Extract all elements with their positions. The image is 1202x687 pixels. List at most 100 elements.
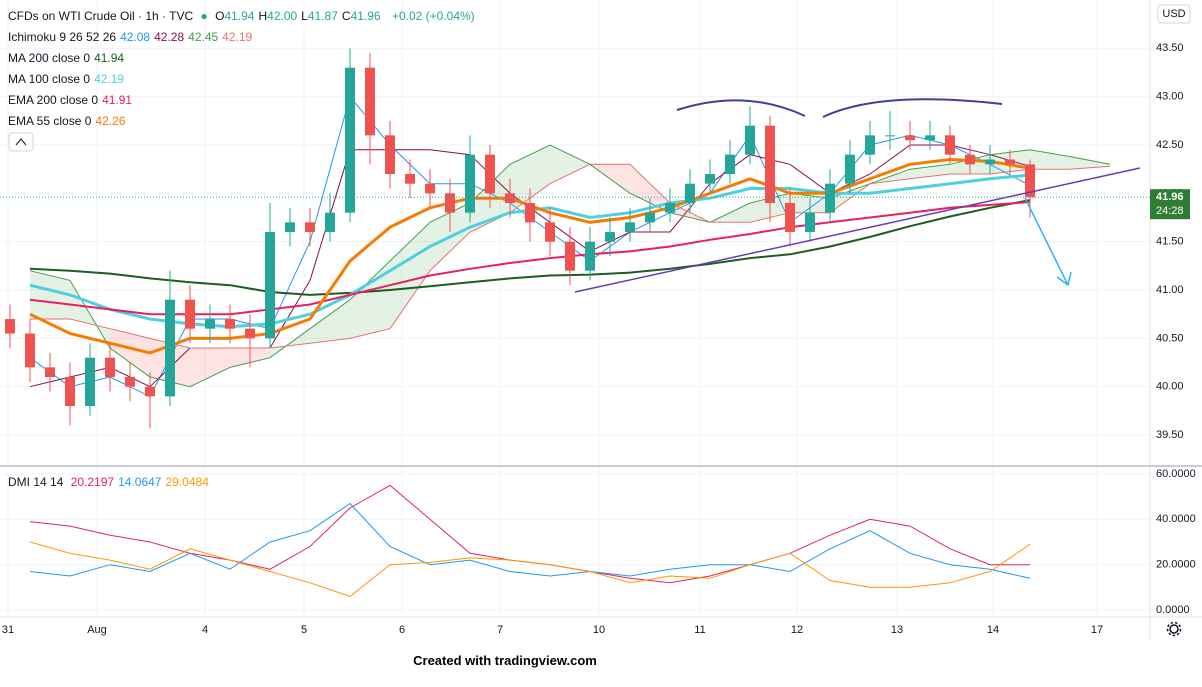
dmi-legend: DMI 14 14 20.2197 14.0647 29.0484 (8, 475, 213, 489)
candle-body (65, 377, 75, 407)
dmi-value: 29.0484 (165, 475, 209, 489)
candle-body (185, 299, 195, 329)
candle-body (1025, 164, 1035, 198)
y-tick-label: 43.00 (1156, 91, 1184, 103)
indicator-legend-row: EMA 200 close 0 41.91 (8, 93, 136, 107)
indicator-name: EMA 200 close 0 (8, 93, 99, 107)
x-tick-label: Aug (87, 624, 107, 636)
candle-body (765, 125, 775, 204)
quote: O41.94 H42.00 L41.87 C41.96 (215, 9, 385, 23)
candle-body (865, 135, 875, 155)
indicator-line (30, 163, 1111, 349)
x-tick-label: 13 (891, 624, 903, 636)
indicator-value: 42.19 (94, 72, 125, 86)
cloud-segment (1070, 156, 1110, 170)
indicator-line (29, 144, 1111, 388)
cloud-segment (510, 145, 550, 213)
candle-body (145, 386, 155, 397)
candle-body (645, 212, 655, 223)
drawings (574, 98, 1141, 293)
y-tick-label: 41.00 (1156, 284, 1184, 296)
settings-icon[interactable] (1166, 621, 1182, 637)
main-legend: CFDs on WTI Crude Oil · 1h · TVC ● O41.9… (8, 9, 479, 23)
indicator-value: 42.45 (188, 30, 219, 44)
candle-body (605, 232, 615, 242)
trend-line (574, 167, 1141, 293)
gear-inner (1169, 624, 1179, 634)
indicator-line (29, 199, 1031, 296)
quote-key: L (301, 9, 308, 23)
x-tick-label: 11 (694, 624, 705, 636)
candle-body (125, 377, 135, 387)
x-tick-label: 10 (593, 624, 605, 636)
dmi-value: 20.2197 (70, 475, 115, 489)
candle-body (485, 154, 495, 194)
indicator-value: 42.28 (154, 30, 185, 44)
y-tick-label: 42.50 (1156, 139, 1184, 151)
candle-body (585, 241, 595, 271)
currency-box[interactable] (1157, 4, 1191, 24)
x-tick-label: 17 (1091, 624, 1103, 636)
y-tick-label: 39.50 (1156, 429, 1184, 441)
candle-body (45, 367, 55, 378)
indicator-value: 42.26 (95, 114, 126, 128)
countdown-label: 24:28 (1156, 205, 1184, 217)
y-tick-label: 40.00 (1156, 381, 1184, 393)
candle-body (945, 135, 955, 155)
indicator-name: MA 200 close 0 (8, 51, 91, 65)
x-tick-label: 4 (202, 624, 208, 636)
candle-body (345, 67, 355, 213)
candle-body (365, 67, 375, 136)
candle-body (985, 159, 995, 165)
gear-outer (1166, 621, 1182, 637)
cloud-segment (190, 348, 230, 387)
change: +0.02 (+0.04%) (391, 9, 475, 23)
candle-body (265, 232, 275, 339)
candle-body (845, 154, 855, 184)
candle-body (5, 319, 15, 334)
last-price-box (1150, 189, 1190, 220)
candle-body (405, 174, 415, 184)
indicator-legend-row: MA 200 close 0 41.94 (8, 51, 128, 65)
candle-body (565, 241, 575, 271)
quote-key: O (215, 9, 225, 23)
candle-body (745, 125, 755, 155)
candle-body (165, 299, 175, 397)
symbol: CFDs on WTI Crude Oil · 1h · TVC (8, 9, 194, 23)
collapse-button[interactable] (8, 132, 34, 152)
candle-body (825, 183, 835, 213)
y-tick-label: 41.50 (1156, 236, 1184, 248)
arrow-head (1056, 271, 1072, 287)
candles (5, 48, 1035, 429)
indicator-name: MA 100 close 0 (8, 72, 91, 86)
candle-body (885, 135, 895, 137)
y-tick-label: 40.50 (1156, 332, 1184, 344)
indicator-value: 41.91 (102, 93, 133, 107)
y-tick-label: 60.0000 (1156, 468, 1196, 480)
candle-body (85, 357, 95, 407)
indicator-value: 41.94 (94, 51, 125, 65)
candle-body (925, 135, 935, 141)
quote-key: C (341, 9, 351, 23)
axes: 39.5040.0040.5041.0041.5042.0042.5043.00… (0, 42, 1196, 636)
candle-body (965, 154, 975, 165)
footer: Created with tradingview.com (413, 653, 597, 668)
dmi-lines (29, 484, 1031, 597)
dmi-line (29, 541, 1031, 597)
candle-body (385, 135, 395, 175)
arc-right (822, 98, 1003, 118)
cloud-segment (350, 261, 390, 339)
y-tick-label: 40.0000 (1156, 513, 1196, 525)
y-tick-label: 0.0000 (1156, 604, 1190, 616)
market-status: ● (200, 9, 208, 23)
candle-body (505, 193, 515, 204)
candle-body (25, 333, 35, 368)
arc-left (676, 99, 806, 117)
y-tick-label: 20.0000 (1156, 559, 1196, 571)
x-tick-label: 12 (791, 624, 803, 636)
dmi-line (29, 502, 1031, 579)
cloud-segment (310, 299, 350, 344)
candle-body (425, 183, 435, 194)
